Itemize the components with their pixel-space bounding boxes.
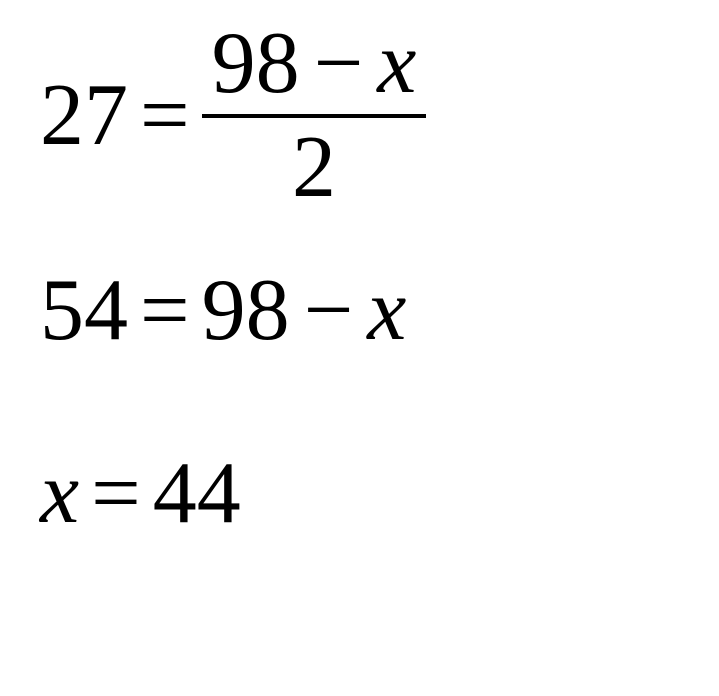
lhs-54: 54 [40,267,128,355]
lhs-27: 27 [40,72,128,160]
denominator-2: 2 [292,124,336,212]
equals-sign: = [79,450,153,538]
equation-line-2: 54 = 98 − x [40,267,719,355]
equals-sign: = [128,72,202,160]
fraction-bar [202,114,427,118]
numerator-x: x [377,20,416,108]
rhs-44: 44 [153,450,241,538]
rhs-98: 98 [202,267,290,355]
minus-sign: − [300,20,378,108]
numerator-98: 98 [212,20,300,108]
minus-sign: − [290,267,368,355]
fraction-numerator: 98 − x [202,20,427,108]
equation-line-1: 27 = 98 − x 2 [40,20,719,212]
equation-line-3: x = 44 [40,450,719,538]
math-page: 27 = 98 − x 2 54 = 98 − x x = 44 [0,20,719,696]
equals-sign: = [128,267,202,355]
fraction-denominator: 2 [282,124,346,212]
rhs-x: x [367,267,406,355]
lhs-x: x [40,450,79,538]
fraction: 98 − x 2 [202,20,427,212]
